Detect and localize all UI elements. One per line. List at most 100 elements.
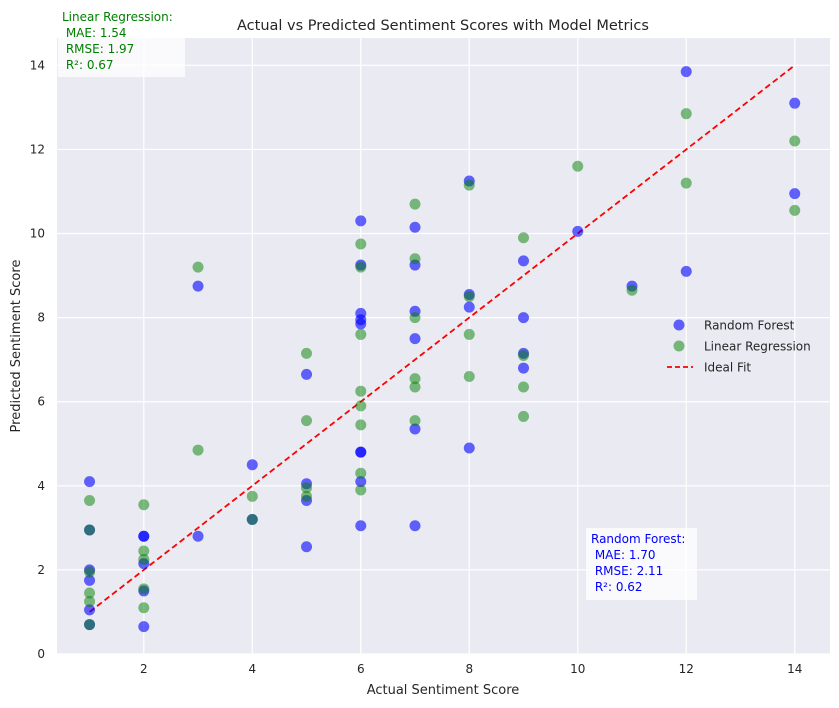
linear-regression-point: [463, 370, 475, 382]
x-axis-label: Actual Sentiment Score: [367, 683, 520, 698]
linear-regression-point: [409, 373, 421, 385]
random-forest-metrics-line: RMSE: 2.11: [591, 564, 663, 578]
linear-regression-point: [409, 253, 421, 265]
linear-regression-metrics-line: Linear Regression:: [62, 10, 173, 24]
linear-regression-point: [84, 495, 96, 507]
random-forest-point: [680, 265, 692, 277]
grid: [57, 38, 830, 655]
linear-regression-point: [463, 179, 475, 191]
x-tick-label: 8: [465, 662, 473, 676]
random-forest-point: [138, 621, 150, 633]
linear-regression-point: [463, 328, 475, 340]
random-forest-point: [789, 97, 801, 109]
linear-regression-point: [84, 566, 96, 578]
random-forest-point: [84, 476, 96, 488]
linear-regression-point: [355, 419, 367, 431]
linear-regression-point: [192, 261, 204, 273]
linear-regression-metrics-box: Linear Regression: MAE: 1.54 RMSE: 1.97 …: [58, 6, 185, 77]
linear-regression-point: [355, 238, 367, 250]
linear-regression-point: [789, 204, 801, 216]
x-tick-label: 2: [140, 662, 148, 676]
random-forest-point: [409, 520, 421, 532]
random-forest-point: [463, 442, 475, 454]
ideal-fit-line: [88, 64, 796, 613]
legend-marker-linear-regression: [673, 340, 685, 352]
legend-label-random-forest: Random Forest: [704, 319, 795, 333]
random-forest-point: [789, 188, 801, 200]
random-forest-point: [518, 362, 530, 374]
linear-regression-point: [409, 312, 421, 324]
linear-regression-point: [84, 587, 96, 599]
linear-regression-point: [355, 400, 367, 412]
linear-regression-point: [789, 135, 801, 147]
y-tick-labels: 0 2 4 6 8 10 12 14: [30, 58, 45, 661]
linear-regression-point: [355, 328, 367, 340]
linear-regression-point: [138, 553, 150, 565]
x-tick-label: 14: [787, 662, 802, 676]
random-forest-point: [192, 280, 204, 292]
y-tick-label: 2: [37, 563, 45, 577]
linear-regression-point: [84, 619, 96, 631]
linear-regression-point: [84, 595, 96, 607]
y-tick-label: 10: [30, 227, 45, 241]
linear-regression-point: [301, 482, 313, 494]
y-tick-label: 6: [37, 395, 45, 409]
linear-regression-point: [246, 490, 258, 502]
linear-regression-point: [138, 499, 150, 511]
random-forest-point: [463, 301, 475, 313]
x-tick-label: 10: [570, 662, 585, 676]
random-forest-point: [680, 66, 692, 78]
linear-regression-point: [301, 415, 313, 427]
random-forest-metrics-line: Random Forest:: [591, 532, 685, 546]
points-layer: [84, 66, 801, 633]
linear-regression-metrics-background: [58, 6, 185, 77]
random-forest-point: [355, 476, 367, 488]
linear-regression-point: [518, 381, 530, 393]
random-forest-point: [84, 604, 96, 616]
random-forest-metrics-line: MAE: 1.70: [591, 548, 656, 562]
x-tick-label: 12: [679, 662, 694, 676]
linear-regression-point: [518, 349, 530, 361]
legend-label-linear-regression: Linear Regression: [704, 340, 811, 354]
ideal-fit-layer: [88, 64, 796, 613]
y-tick-label: 4: [37, 479, 45, 493]
linear-regression-point: [409, 415, 421, 427]
x-tick-label: 6: [357, 662, 365, 676]
linear-regression-point: [680, 177, 692, 189]
linear-regression-point: [518, 232, 530, 244]
random-forest-point: [572, 225, 584, 237]
random-forest-point: [355, 318, 367, 330]
random-forest-point: [355, 446, 367, 458]
linear-regression-point: [572, 160, 584, 172]
random-forest-metrics-box: Random Forest: MAE: 1.70 RMSE: 2.11 R²: …: [586, 528, 697, 600]
random-forest-point: [301, 541, 313, 553]
random-forest-point: [84, 574, 96, 586]
random-forest-point: [355, 520, 367, 532]
random-forest-point: [246, 459, 258, 471]
x-tick-labels: 2 4 6 8 10 12 14: [140, 662, 802, 676]
linear-regression-point: [246, 513, 258, 525]
plot-background: [57, 38, 830, 654]
linear-regression-point: [192, 444, 204, 456]
random-forest-point: [355, 215, 367, 227]
linear-regression-point: [138, 602, 150, 614]
legend: Random Forest Linear Regression Ideal Fi…: [667, 319, 811, 375]
linear-regression-point: [301, 490, 313, 502]
chart-title: Actual vs Predicted Sentiment Scores wit…: [237, 18, 649, 34]
legend-marker-random-forest: [673, 319, 685, 331]
linear-regression-point: [84, 524, 96, 536]
y-axis-label: Predicted Sentiment Score: [9, 260, 24, 433]
linear-regression-metrics-line: RMSE: 1.97: [62, 42, 134, 56]
linear-regression-point: [355, 484, 367, 496]
linear-regression-point: [463, 291, 475, 303]
y-tick-label: 8: [37, 311, 45, 325]
linear-regression-point: [138, 583, 150, 595]
linear-regression-point: [138, 545, 150, 557]
linear-regression-point: [355, 261, 367, 273]
linear-regression-point: [518, 410, 530, 422]
random-forest-point: [138, 530, 150, 542]
linear-regression-point: [626, 284, 638, 296]
random-forest-point: [518, 312, 530, 324]
random-forest-point: [409, 423, 421, 435]
random-forest-point: [518, 255, 530, 267]
